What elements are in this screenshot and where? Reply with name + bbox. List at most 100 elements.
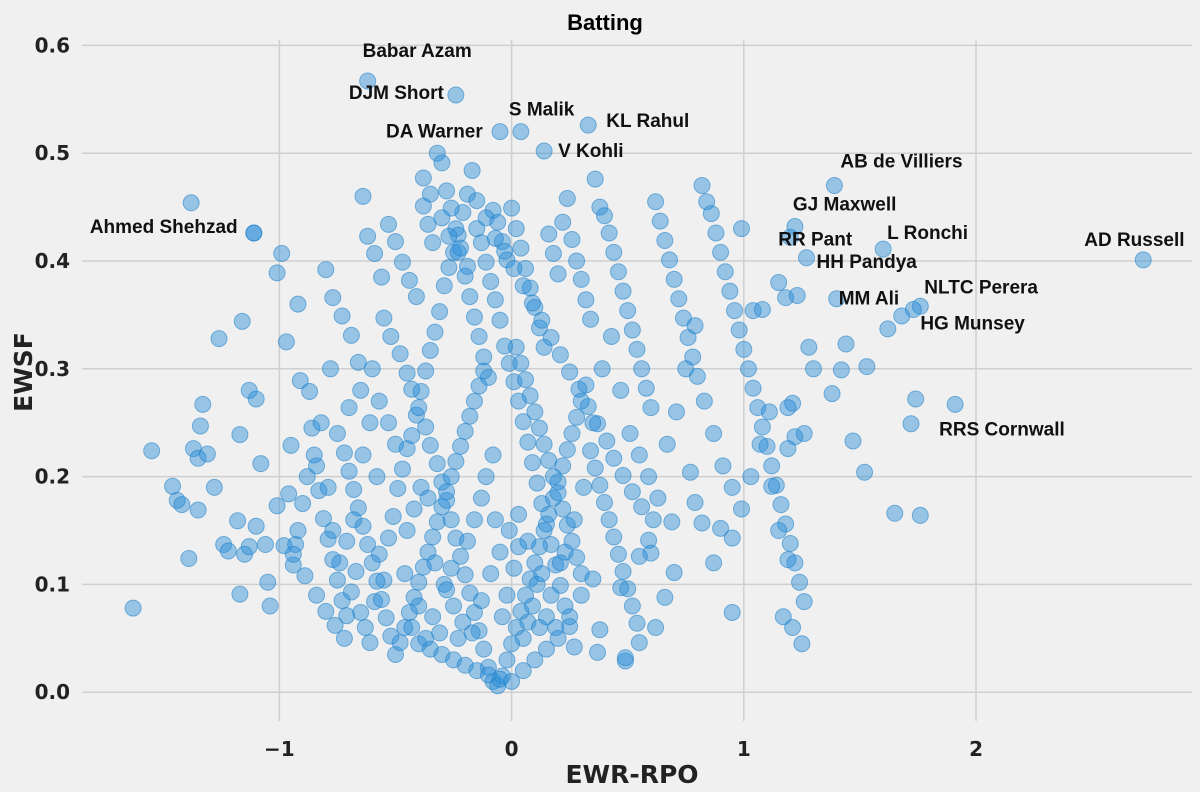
data-point	[433, 154, 451, 172]
data-point	[412, 478, 430, 496]
labeled-data-point	[828, 290, 846, 308]
data-point	[373, 268, 391, 286]
data-point	[375, 309, 393, 327]
point-label: MM Ali	[839, 289, 900, 310]
data-point	[832, 361, 850, 379]
data-point	[210, 330, 228, 348]
data-point	[391, 345, 409, 363]
data-point	[500, 522, 518, 540]
data-point	[540, 451, 558, 469]
data-point	[649, 489, 667, 507]
labeled-data-point	[359, 72, 377, 90]
data-point	[556, 597, 574, 615]
data-point	[507, 338, 525, 356]
data-point	[375, 571, 393, 589]
data-point	[398, 522, 416, 540]
data-point	[347, 562, 365, 580]
data-point	[143, 442, 161, 460]
data-point	[191, 417, 209, 435]
labeled-data-point	[781, 228, 799, 246]
data-point	[342, 326, 360, 344]
data-point	[261, 597, 279, 615]
point-label: KL Rahul	[606, 111, 689, 132]
data-point	[449, 243, 467, 261]
data-point	[445, 597, 463, 615]
data-point	[435, 277, 453, 295]
data-point	[273, 244, 291, 262]
data-point	[774, 608, 792, 626]
data-point	[465, 308, 483, 326]
data-point	[219, 542, 237, 560]
data-point	[475, 640, 493, 658]
data-point	[310, 482, 328, 500]
labeled-data-point	[946, 395, 964, 413]
data-point	[619, 302, 637, 320]
data-point	[440, 258, 458, 276]
data-point	[354, 517, 372, 535]
data-point	[598, 432, 616, 450]
data-point	[240, 381, 258, 399]
data-point	[486, 229, 504, 247]
data-point	[593, 360, 611, 378]
x-tick-label: 2	[969, 737, 983, 761]
data-point	[426, 554, 444, 572]
data-point	[491, 311, 509, 329]
data-point	[438, 581, 456, 599]
data-point	[356, 619, 374, 637]
data-point	[331, 554, 349, 572]
data-point	[795, 424, 813, 442]
data-points	[124, 72, 1152, 695]
data-point	[633, 360, 651, 378]
data-point	[579, 398, 597, 416]
data-point	[421, 185, 439, 203]
data-point	[449, 226, 467, 244]
data-point	[414, 169, 432, 187]
point-label: L Ronchi	[887, 223, 968, 244]
x-gridlines	[278, 40, 977, 721]
data-point	[656, 232, 674, 250]
data-point	[609, 263, 627, 281]
labeled-data-point	[786, 218, 804, 236]
data-point	[282, 436, 300, 454]
data-point	[393, 253, 411, 271]
data-point	[410, 597, 428, 615]
data-point	[600, 224, 618, 242]
data-point	[335, 444, 353, 462]
data-point	[633, 498, 651, 516]
data-point	[373, 591, 391, 609]
data-point	[324, 522, 342, 540]
data-point	[324, 289, 342, 307]
data-point	[858, 358, 876, 376]
data-point	[547, 619, 565, 637]
data-point	[489, 677, 507, 695]
data-point	[795, 593, 813, 611]
data-point	[551, 346, 569, 364]
data-point	[661, 251, 679, 269]
point-label: S Malik	[509, 100, 575, 121]
data-point	[779, 399, 797, 417]
data-point	[398, 364, 416, 382]
data-point	[500, 354, 518, 372]
y-tick-label: 0.4	[35, 249, 70, 273]
x-tick-label: −1	[264, 737, 295, 761]
data-point	[382, 627, 400, 645]
data-point	[403, 427, 421, 445]
data-point	[317, 602, 335, 620]
labeled-data-point	[245, 224, 263, 242]
data-point	[368, 572, 386, 590]
data-point	[763, 457, 781, 475]
x-tick-label: 0	[505, 737, 519, 761]
data-point	[363, 360, 381, 378]
y-tick-labels: 0.0 0.1 0.2 0.3 0.4 0.5 0.6	[35, 33, 70, 704]
labeled-data-point	[798, 249, 816, 267]
data-point	[456, 267, 474, 285]
data-point	[630, 547, 648, 565]
data-point	[433, 498, 451, 516]
data-point	[335, 629, 353, 647]
y-axis-label: EWSF	[9, 332, 38, 412]
data-point	[623, 321, 641, 339]
data-point	[463, 161, 481, 179]
data-point	[547, 556, 565, 574]
